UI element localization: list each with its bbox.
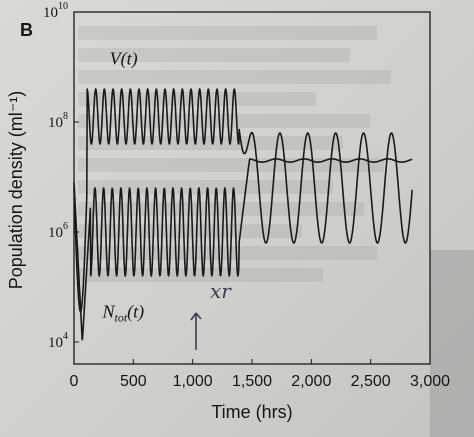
handwritten-arrow: [190, 312, 202, 350]
x-tick-label: 1,500: [232, 373, 272, 390]
y-tick-label: 1010: [43, 1, 68, 21]
x-tick-label: 1,000: [173, 373, 213, 390]
panel-label: B: [20, 20, 33, 40]
x-axis-label: Time (hrs): [211, 402, 292, 422]
series-label-ntot: Ntot(t): [101, 301, 144, 324]
y-tick-label: 108: [48, 111, 68, 131]
x-tick-labels: 0 500 1,000 1,500 2,000 2,500 3,000: [70, 359, 450, 390]
series-lines: [73, 88, 413, 341]
page-shadow: [430, 250, 474, 437]
x-tick-label: 2,000: [291, 373, 331, 390]
series-label-v: V(t): [110, 48, 138, 69]
x-tick-label: 3,000: [410, 373, 450, 390]
x-tick-label: 500: [120, 373, 147, 390]
x-tick-label: 2,500: [351, 373, 391, 390]
y-tick-label: 106: [48, 221, 68, 241]
y-axis-label: Population density (ml⁻¹): [6, 91, 26, 290]
y-tick-labels: 1010 108 106 104: [43, 1, 79, 351]
series-ntot-line: [73, 158, 413, 341]
handwritten-annotation: xr: [190, 279, 232, 350]
handwritten-note: xr: [210, 279, 232, 303]
y-tick-label: 104: [48, 331, 68, 351]
x-tick-label: 0: [70, 373, 79, 390]
series-v-line: [73, 88, 413, 313]
